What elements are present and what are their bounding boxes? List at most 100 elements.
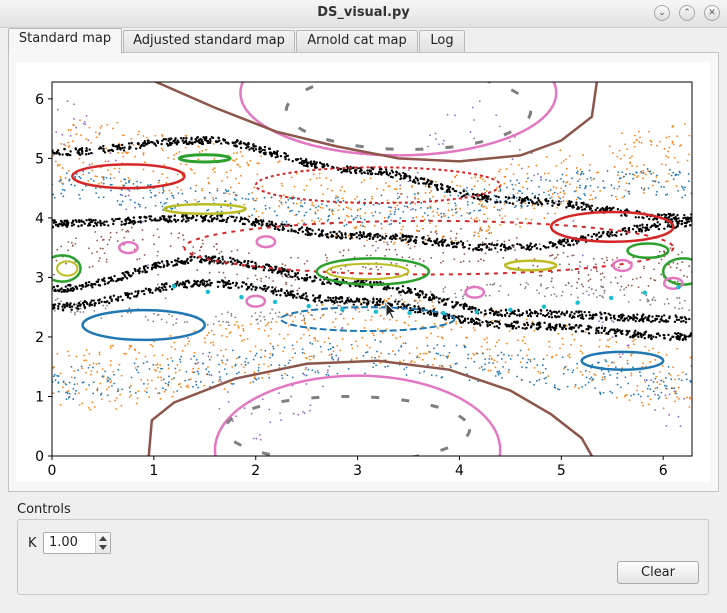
orbit-point	[428, 298, 431, 302]
orbit-point	[91, 401, 94, 404]
orbit-point	[138, 257, 141, 260]
orbit-point	[218, 363, 220, 366]
orbit-point	[75, 220, 78, 223]
orbit-point	[429, 290, 432, 293]
orbit-point	[573, 316, 576, 319]
orbit-point	[616, 282, 619, 285]
orbit-point	[476, 180, 479, 182]
orbit-point	[337, 358, 340, 361]
orbit-point	[413, 245, 416, 248]
orbit-point	[98, 260, 100, 262]
tab-adjusted-standard-map[interactable]: Adjusted standard map	[123, 30, 295, 52]
orbit-point	[571, 371, 574, 374]
orbit-point	[466, 203, 469, 206]
orbit-point	[573, 338, 576, 341]
orbit-point	[105, 261, 108, 263]
orbit-point	[81, 367, 83, 370]
orbit-point	[577, 296, 579, 299]
orbit-point	[142, 382, 145, 385]
orbit-point	[263, 196, 266, 199]
minimize-icon[interactable]: ⌄	[654, 5, 670, 21]
orbit-point	[433, 323, 436, 325]
orbit-point	[521, 326, 524, 330]
orbit-point	[481, 178, 484, 181]
orbit-point	[154, 289, 157, 292]
orbit-point	[195, 383, 198, 386]
orbit-point	[640, 171, 643, 174]
orbit-point	[327, 369, 329, 372]
orbit-point	[601, 378, 604, 381]
orbit-point	[313, 300, 317, 303]
orbit-point	[294, 272, 297, 275]
orbit-point	[82, 220, 85, 224]
orbit-point	[507, 198, 509, 201]
orbit-point	[664, 394, 667, 397]
orbit-point	[459, 240, 463, 243]
orbit-point	[243, 338, 245, 341]
orbit-point	[75, 126, 78, 129]
orbit-point	[73, 370, 76, 372]
orbit-point	[651, 315, 654, 318]
orbit-point	[95, 192, 98, 195]
orbit-point	[517, 266, 520, 269]
orbit-point	[460, 289, 463, 292]
orbit-point	[342, 254, 345, 257]
orbit-point	[243, 366, 245, 369]
orbit-point	[624, 394, 627, 397]
orbit-point	[176, 390, 179, 392]
orbit-point	[327, 337, 330, 340]
orbit-point	[663, 227, 666, 230]
orbit-point	[129, 275, 132, 278]
orbit-point	[52, 285, 56, 289]
tab-arnold-cat-map[interactable]: Arnold cat map	[296, 30, 418, 52]
orbit-point	[85, 371, 87, 374]
orbit-point	[319, 316, 322, 319]
orbit-point	[152, 320, 155, 323]
orbit-point	[253, 186, 256, 189]
maximize-icon[interactable]: ⌃	[679, 5, 695, 21]
orbit-point	[394, 353, 397, 356]
orbit-point	[365, 302, 369, 305]
orbit-point	[115, 408, 117, 410]
tab-log[interactable]: Log	[419, 30, 465, 52]
orbit-point	[63, 189, 66, 192]
orbit-point	[368, 234, 371, 237]
orbit-point	[174, 367, 177, 370]
orbit-point	[261, 376, 264, 379]
orbit-point	[307, 311, 310, 314]
orbit-point	[309, 358, 311, 361]
orbit-point	[615, 231, 618, 234]
orbit-point	[414, 202, 417, 205]
orbit-point	[331, 357, 333, 360]
orbit-point	[566, 167, 568, 170]
orbit-point	[526, 222, 529, 225]
orbit-point	[378, 355, 380, 358]
orbit-point	[270, 321, 273, 323]
orbit-point	[181, 350, 184, 352]
orbit-point	[60, 300, 62, 303]
tab-standard-map[interactable]: Standard map	[8, 28, 122, 54]
orbit-point	[58, 180, 61, 183]
orbit-point	[565, 324, 568, 327]
orbit-point	[78, 392, 80, 395]
orbit-point	[623, 395, 626, 398]
orbit-point	[258, 327, 260, 330]
close-icon[interactable]: ✕	[704, 5, 720, 21]
orbit-point	[160, 134, 163, 136]
orbit-point	[184, 214, 187, 217]
orbit-point	[78, 175, 81, 178]
orbit-point	[249, 323, 252, 326]
orbit-point	[408, 288, 412, 291]
orbit-point	[293, 274, 297, 278]
orbit-point	[512, 320, 516, 324]
title-bar[interactable]: DS_visual.py ⌄ ⌃ ✕	[0, 0, 727, 28]
orbit-point	[480, 204, 483, 207]
orbit-point	[352, 303, 355, 306]
orbit-point	[372, 296, 375, 299]
orbit-point	[231, 141, 235, 145]
orbit-point	[217, 257, 221, 260]
orbit-point	[270, 220, 274, 224]
orbit-point	[372, 203, 375, 206]
